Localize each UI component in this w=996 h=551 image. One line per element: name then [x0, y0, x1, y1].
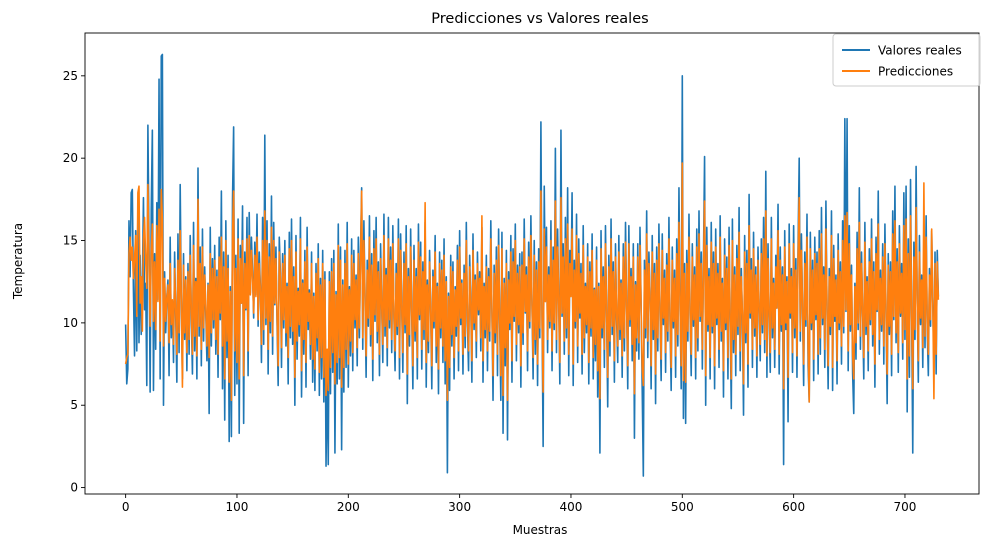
y-tick-label: 15: [63, 234, 78, 248]
plot-area-frame: [84, 32, 980, 495]
y-tick-label: 0: [70, 481, 78, 495]
y-tick-label: 25: [63, 69, 78, 83]
x-tick-label: 400: [560, 500, 583, 514]
series-line-predicciones: [124, 162, 940, 403]
x-tick-label: 200: [337, 500, 360, 514]
legend-label-valores-reales: Valores reales: [878, 44, 962, 58]
x-axis-label: Muestras: [513, 523, 568, 537]
y-tick-label: 20: [63, 151, 78, 165]
x-tick-label: 500: [671, 500, 694, 514]
x-tick-label: 300: [448, 500, 471, 514]
x-tick-label: 0: [122, 500, 130, 514]
legend-box: [832, 33, 981, 87]
y-tick-label: 5: [70, 398, 78, 412]
series-layer: [124, 53, 940, 477]
x-tick-label: 100: [226, 500, 249, 514]
legend-label-predicciones: Predicciones: [878, 65, 953, 79]
y-tick-label: 10: [63, 316, 78, 330]
x-tick-label: 600: [782, 500, 805, 514]
axes-layer: 0 100 200 300 400 500 600 700 0 5 10 15 20 25: [63, 32, 980, 514]
legend: Valores reales Predicciones: [832, 33, 981, 87]
chart-title: Predicciones vs Valores reales: [431, 11, 648, 27]
x-tick-label: 700: [894, 500, 917, 514]
y-axis-label: Temperatura: [11, 223, 25, 300]
